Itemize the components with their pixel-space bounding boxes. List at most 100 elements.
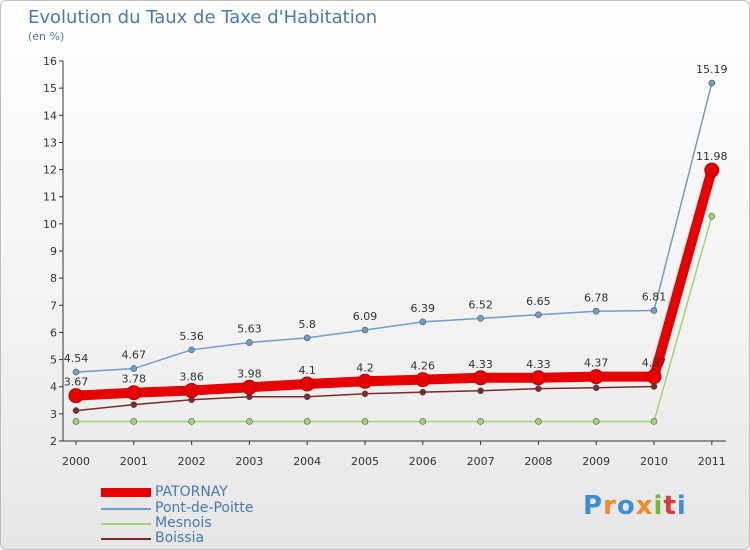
data-point-mesnois: [246, 418, 253, 425]
x-tick-label: 2010: [640, 455, 668, 468]
data-label-patornay: 3.78: [122, 373, 147, 386]
y-tick-label: 12: [43, 164, 57, 177]
y-tick-label: 13: [43, 136, 57, 149]
data-point-boissia: [592, 384, 600, 392]
x-tick-label: 2007: [467, 455, 495, 468]
data-point-mesnois: [592, 418, 600, 425]
data-label-pont-de-poitte: 4.67: [122, 349, 147, 362]
data-point-mesnois: [72, 418, 80, 425]
data-point-patornay: [704, 162, 720, 178]
legend-label-patornay: PATORNAY: [155, 484, 228, 500]
data-point-mesnois: [188, 418, 195, 425]
data-point-pont-de-poitte: [130, 365, 138, 372]
data-label-patornay: 4.2: [356, 361, 374, 374]
data-point-patornay: [299, 376, 315, 392]
data-label-patornay: 4.1: [298, 364, 316, 377]
data-point-patornay: [126, 385, 142, 401]
data-point-boissia: [477, 387, 484, 395]
data-point-pont-de-poitte: [419, 318, 427, 326]
y-tick-label: 8: [50, 272, 57, 285]
data-point-patornay: [588, 369, 604, 385]
data-label-pont-de-poitte: 15.19: [696, 63, 728, 76]
legend-label-boissia: Boissia: [155, 530, 205, 546]
data-point-patornay: [241, 379, 257, 395]
data-point-pont-de-poitte: [592, 307, 600, 315]
data-label-patornay: 3.98: [237, 367, 262, 380]
legend-swatch-mesnois: [101, 523, 151, 525]
y-tick-label: 16: [43, 55, 57, 68]
legend-item-boissia: Boissia: [101, 531, 361, 546]
data-point-patornay: [415, 372, 431, 388]
data-label-patornay: 4.37: [642, 357, 667, 370]
y-tick-label: 10: [43, 218, 57, 231]
y-tick-label: 2: [50, 435, 57, 448]
x-tick-label: 2003: [235, 455, 263, 468]
x-tick-label: 2001: [120, 455, 148, 468]
data-point-pont-de-poitte: [708, 79, 716, 87]
data-label-pont-de-poitte: 6.09: [353, 310, 378, 323]
data-point-boissia: [72, 407, 80, 414]
x-tick-label: 2009: [582, 455, 610, 468]
data-label-patornay: 4.33: [468, 358, 493, 371]
x-tick-label: 2011: [698, 455, 726, 468]
data-point-mesnois: [650, 418, 658, 425]
data-point-pont-de-poitte: [477, 315, 484, 322]
series-line-patornay: [71, 165, 717, 401]
proxiti-logo: Proxiti: [583, 491, 687, 521]
y-tick-label: 6: [50, 326, 57, 339]
x-tick-label: 2000: [62, 455, 90, 468]
data-point-boissia: [303, 393, 311, 401]
y-tick-label: 14: [43, 109, 57, 122]
data-label-pont-de-poitte: 4.54: [64, 352, 89, 365]
data-label-patornay: 4.33: [526, 358, 551, 371]
data-point-patornay: [184, 383, 200, 399]
legend-item-pont-de-poitte: Pont-de-Poitte: [101, 501, 361, 516]
data-point-pont-de-poitte: [535, 311, 542, 319]
data-point-pont-de-poitte: [188, 346, 195, 354]
data-label-pont-de-poitte: 6.81: [642, 290, 667, 303]
unit-label: (en %): [28, 30, 65, 43]
legend-label-mesnois: Mesnois: [155, 515, 212, 531]
data-label-patornay: 3.86: [179, 371, 204, 384]
series-line-pont-de-poitte: [75, 82, 713, 373]
logo-letter: x: [635, 491, 654, 521]
x-tick-label: 2006: [409, 455, 437, 468]
legend-swatch-patornay: [101, 488, 151, 497]
data-point-pont-de-poitte: [303, 334, 311, 342]
data-label-pont-de-poitte: 6.39: [411, 302, 436, 315]
data-point-pont-de-poitte: [361, 326, 369, 334]
x-tick-label: 2008: [524, 455, 552, 468]
data-label-pont-de-poitte: 6.52: [468, 298, 493, 311]
data-point-patornay: [68, 388, 84, 404]
data-point-patornay: [530, 370, 546, 386]
y-tick-label: 7: [50, 299, 57, 312]
data-point-boissia: [650, 383, 658, 390]
logo-letter: i: [676, 491, 687, 521]
data-label-patornay: 4.26: [411, 360, 436, 373]
logo-letter: t: [663, 491, 677, 521]
data-point-patornay: [646, 369, 662, 385]
x-tick-label: 2004: [293, 455, 321, 468]
data-point-mesnois: [419, 418, 427, 425]
x-tick-label: 2005: [351, 455, 379, 468]
logo-letter: r: [603, 491, 617, 521]
data-label-pont-de-poitte: 5.63: [237, 322, 262, 335]
data-label-pont-de-poitte: 5.36: [179, 330, 204, 343]
data-point-mesnois: [477, 418, 484, 425]
y-tick-label: 11: [43, 191, 57, 204]
data-point-pont-de-poitte: [246, 339, 253, 346]
data-point-boissia: [535, 385, 542, 392]
series-line-boissia: [75, 176, 713, 412]
data-point-mesnois: [361, 418, 369, 425]
data-point-patornay: [357, 373, 373, 389]
data-point-mesnois: [708, 212, 716, 220]
data-point-pont-de-poitte: [72, 368, 80, 376]
legend-swatch-pont-de-poitte: [101, 508, 151, 510]
data-point-mesnois: [303, 418, 311, 425]
data-point-pont-de-poitte: [650, 307, 658, 314]
data-label-pont-de-poitte: 6.78: [584, 291, 609, 304]
data-point-mesnois: [535, 418, 542, 425]
data-label-pont-de-poitte: 5.8: [298, 318, 316, 331]
